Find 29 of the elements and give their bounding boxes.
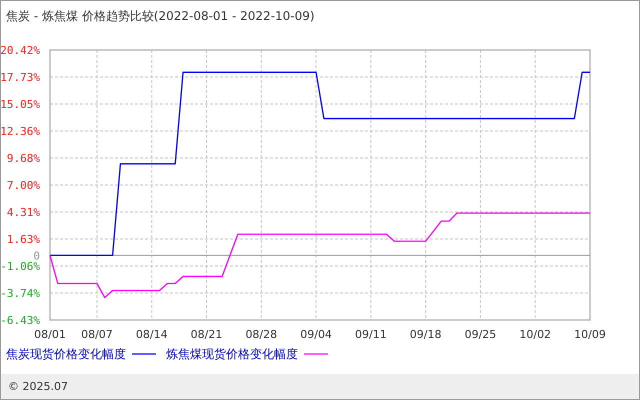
y-tick-label: 15.05% xyxy=(0,98,40,111)
y-tick-label: 12.36% xyxy=(0,125,40,138)
x-tick-label: 09/25 xyxy=(464,328,496,341)
x-tick-label: 08/01 xyxy=(34,328,66,341)
y-tick-label: -1.06% xyxy=(0,260,40,273)
chart-title: 焦炭 - 炼焦煤 价格趋势比较(2022-08-01 - 2022-10-09) xyxy=(6,9,315,23)
y-tick-label: 17.73% xyxy=(0,71,40,84)
x-tick-label: 08/21 xyxy=(190,328,222,341)
x-tick-label: 10/09 xyxy=(574,328,606,341)
x-tick-label: 10/02 xyxy=(519,328,552,341)
y-tick-label: 4.31% xyxy=(6,206,40,219)
legend-label: 炼焦煤现货价格变化幅度 xyxy=(166,347,298,361)
text: © 2025.07 xyxy=(8,380,68,393)
y-tick-label: -6.43% xyxy=(0,314,40,327)
line-series xyxy=(49,72,591,256)
y-tick-label: 1.63% xyxy=(6,232,40,246)
x-tick-label: 09/04 xyxy=(300,328,332,341)
line-series xyxy=(49,212,591,298)
legend-label: 焦炭现货价格变化幅度 xyxy=(6,347,126,361)
y-tick-label: 0 xyxy=(33,249,40,262)
x-tick-label: 08/28 xyxy=(245,328,278,341)
x-tick-label: 08/14 xyxy=(136,328,168,341)
x-tick-label: 09/18 xyxy=(410,328,442,341)
x-tick-label: 08/07 xyxy=(81,328,113,341)
y-tick-label: 7.00% xyxy=(6,178,40,192)
y-tick-label: 9.68% xyxy=(6,152,40,165)
x-tick-label: 09/11 xyxy=(355,328,387,341)
y-tick-label: -3.74% xyxy=(0,286,40,300)
y-tick-label: 20.42% xyxy=(0,44,40,57)
